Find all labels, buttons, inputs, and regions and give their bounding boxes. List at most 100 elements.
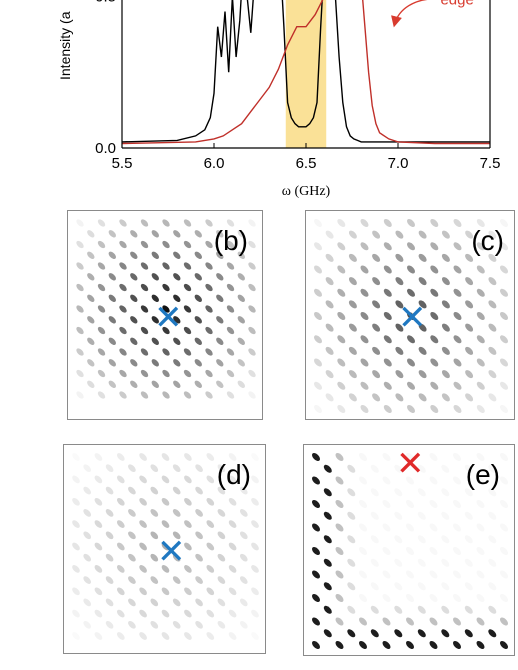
lattice-site <box>429 617 438 626</box>
lattice-site <box>206 609 215 618</box>
lattice-site <box>476 288 485 297</box>
lattice-site <box>500 405 508 413</box>
lattice-site <box>139 497 147 506</box>
lattice-site <box>105 486 114 495</box>
lattice-site <box>407 405 415 413</box>
lattice-site <box>97 369 106 378</box>
lattice-site <box>476 335 485 344</box>
lattice-site <box>325 300 334 309</box>
lattice-site <box>172 531 181 540</box>
panel-c-pattern <box>314 219 508 413</box>
lattice-site <box>347 605 356 614</box>
lattice-site <box>347 511 356 520</box>
lattice-site <box>76 391 84 399</box>
lattice-site <box>381 522 392 533</box>
lattice-site <box>217 576 226 584</box>
lattice-site <box>488 629 497 638</box>
lattice-site <box>161 632 170 640</box>
lattice-site <box>476 242 485 251</box>
x-tick-label-0: 5.5 <box>112 155 133 172</box>
lattice-site <box>323 488 332 497</box>
lattice-site <box>476 312 485 320</box>
lattice-site <box>83 509 92 517</box>
lattice-site <box>499 569 510 580</box>
lattice-site <box>475 569 486 580</box>
lattice-site <box>162 326 170 335</box>
lattice-site <box>312 547 320 555</box>
lattice-site <box>97 391 106 399</box>
lattice-site <box>418 300 427 309</box>
lattice-site <box>83 620 92 629</box>
lattice-site <box>453 617 461 626</box>
source-marker-d: ✕ <box>157 532 186 572</box>
lattice-site <box>205 305 213 313</box>
lattice-site <box>248 391 256 399</box>
lattice-site <box>183 369 192 378</box>
lattice-site <box>347 629 356 638</box>
lattice-site <box>184 520 192 528</box>
lattice-site <box>140 326 149 335</box>
lattice-site <box>416 581 427 592</box>
lattice-site <box>359 641 367 649</box>
lattice-site <box>464 629 473 638</box>
lattice-site <box>476 617 485 626</box>
x-tick-label-1: 6.0 <box>204 155 225 172</box>
lattice-site <box>383 312 392 320</box>
lattice-site <box>337 335 346 344</box>
lattice-site <box>119 262 127 270</box>
lattice-site <box>161 565 170 573</box>
panel-b-pattern <box>76 219 256 399</box>
lattice-site <box>108 273 116 281</box>
lattice-site <box>488 393 497 402</box>
lattice-site <box>347 464 356 473</box>
lattice-site <box>128 486 136 495</box>
lattice-site <box>360 381 369 390</box>
lattice-site <box>237 337 245 345</box>
lattice-site <box>71 631 81 641</box>
lattice-site <box>130 337 138 345</box>
lattice-site <box>323 511 332 520</box>
y-tick-label-1: 0.5 <box>95 0 116 5</box>
lattice-site <box>105 464 114 473</box>
lattice-site <box>395 300 404 309</box>
lattice-site <box>465 370 474 379</box>
lattice-site <box>465 277 474 286</box>
lattice-site <box>226 305 235 313</box>
lattice-site <box>130 294 138 302</box>
lattice-site <box>237 316 245 324</box>
lattice-site <box>94 475 103 484</box>
lattice-site <box>464 605 473 614</box>
lattice-site <box>108 380 116 388</box>
lattice-site <box>216 294 224 302</box>
lattice-site <box>347 488 356 497</box>
lattice-site <box>416 487 427 498</box>
lattice-site <box>205 348 213 356</box>
lattice-site <box>369 487 380 498</box>
annotation-text: edge <box>440 0 473 9</box>
lattice-site <box>428 522 439 533</box>
lattice-site <box>476 405 485 413</box>
lattice-site <box>205 283 213 292</box>
lattice-site <box>173 316 181 324</box>
lattice-site <box>72 475 80 484</box>
lattice-site <box>465 323 474 332</box>
lattice-site <box>139 520 147 528</box>
panel-d-label: (d) <box>216 459 251 490</box>
lattice-site <box>465 346 474 355</box>
lattice-site <box>325 253 334 262</box>
lattice-site <box>108 316 116 324</box>
lattice-site <box>76 283 84 292</box>
lattice-site <box>314 312 322 320</box>
lattice-site <box>239 576 248 584</box>
lattice-site <box>83 553 92 562</box>
lattice-site <box>248 305 256 313</box>
lattice-site <box>150 553 159 562</box>
lattice-site <box>162 305 170 313</box>
lattice-site <box>226 219 235 227</box>
lattice-site <box>161 542 170 551</box>
panel-d-pattern <box>71 453 259 641</box>
lattice-site <box>359 617 367 626</box>
lattice-site <box>314 405 322 413</box>
lattice-site <box>383 358 392 367</box>
lattice-site <box>428 452 439 463</box>
